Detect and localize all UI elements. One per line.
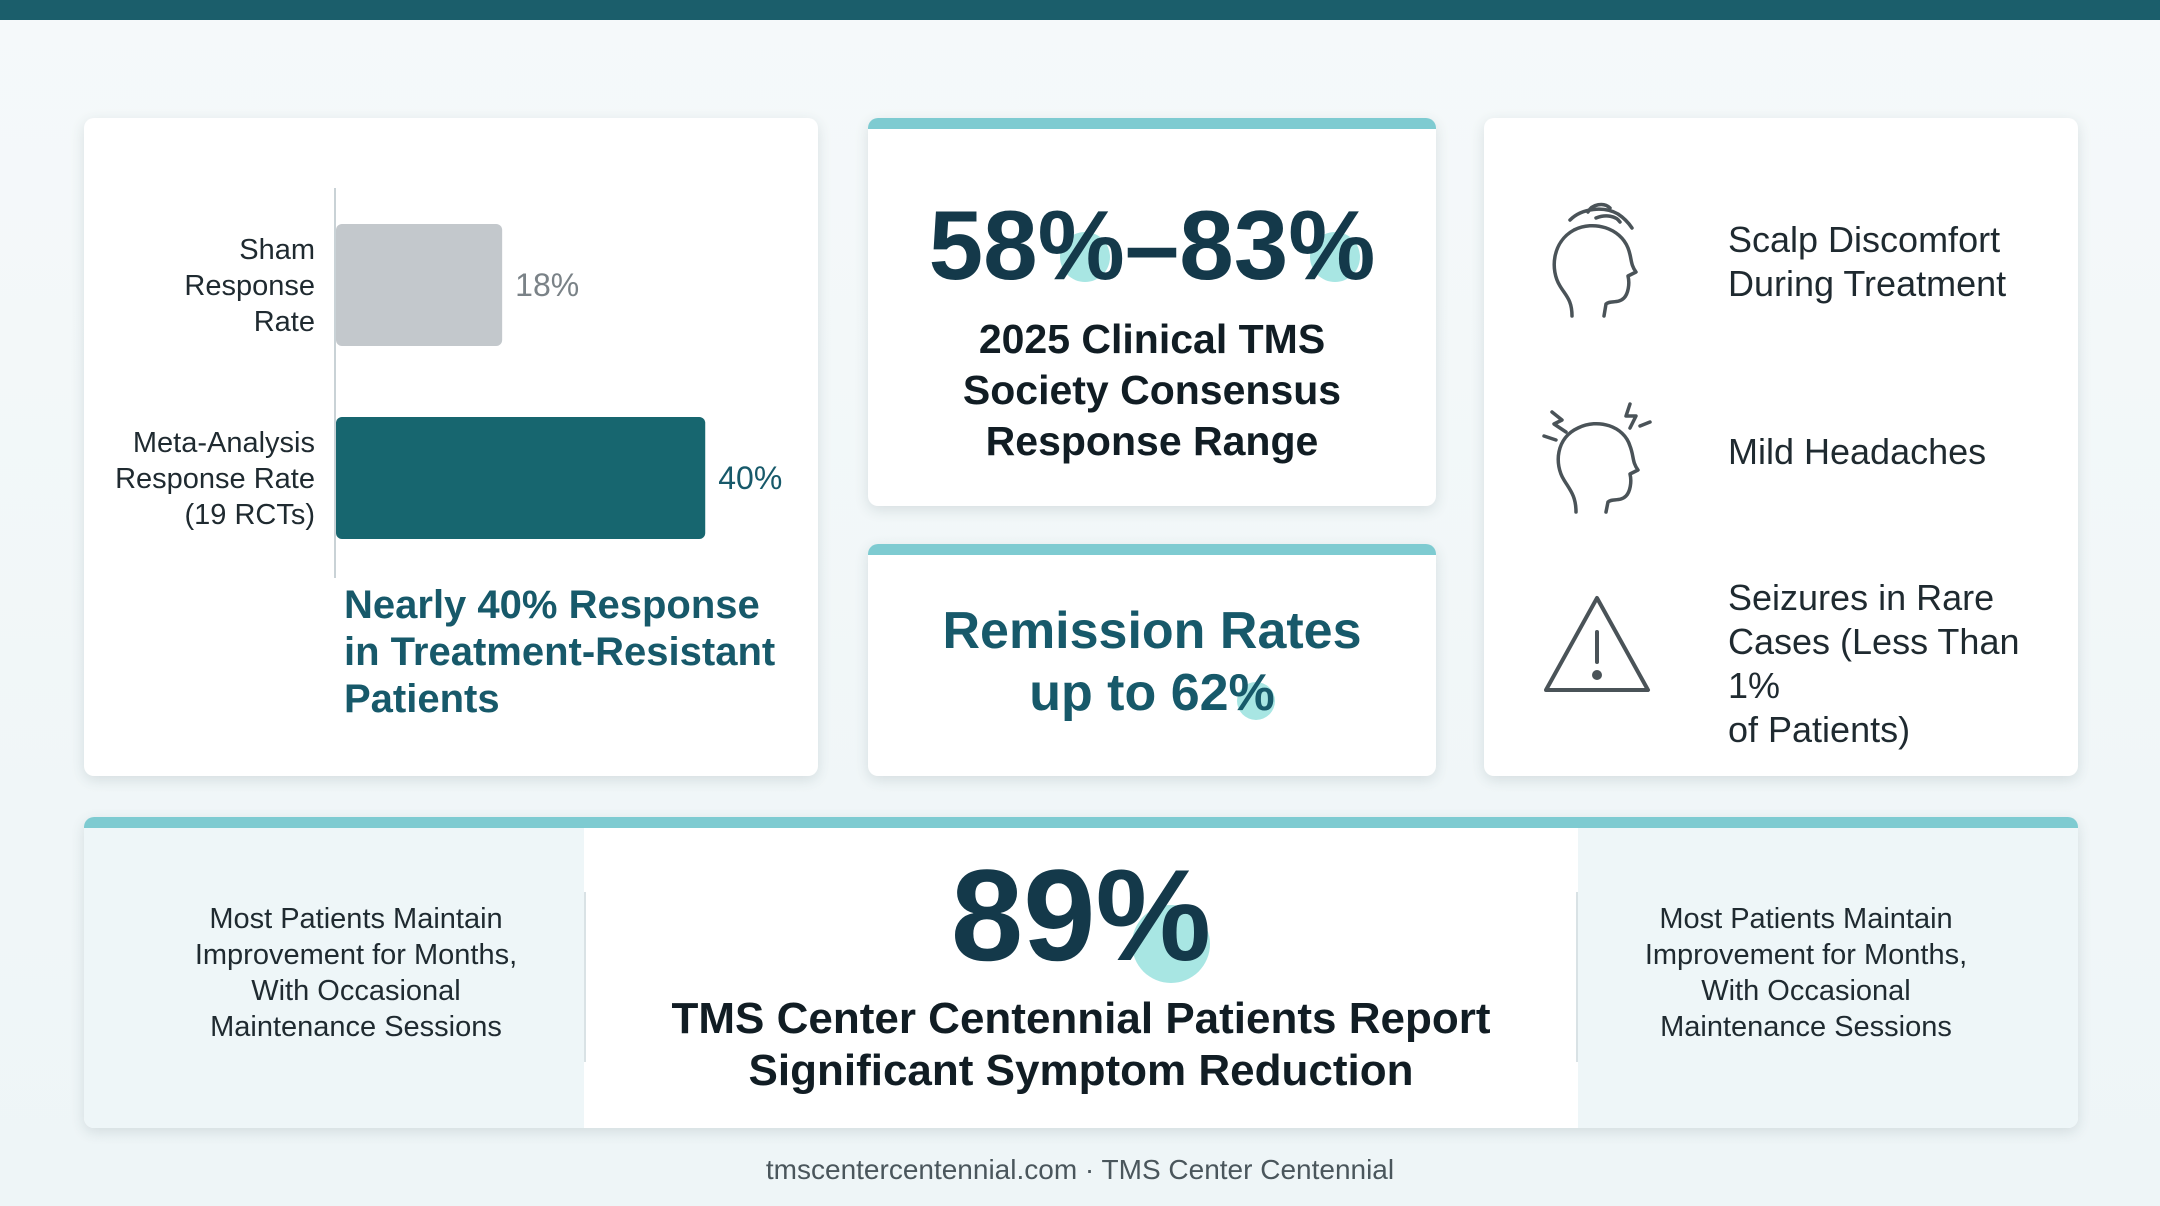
divider bbox=[1576, 892, 1578, 1062]
percent-highlight: % bbox=[1095, 842, 1212, 988]
right-panel bbox=[1578, 828, 2078, 1128]
range-low: 58 bbox=[928, 190, 1038, 300]
response-range-card: 58 %–83% 2025 Clinical TMS Society Consen… bbox=[868, 118, 1436, 506]
symptom-reduction-value: 89% bbox=[584, 845, 1578, 985]
warning-triangle-icon bbox=[1544, 596, 1650, 692]
side-effect-item: Seizures in Rare Cases (Less Than 1% of … bbox=[1532, 577, 2048, 750]
remission-card: Remission Rates up to 62% bbox=[868, 544, 1436, 776]
symptom-reduction-card: Most Patients Maintain Improvement for M… bbox=[84, 817, 2078, 1128]
response-rate-chart-card: 18% Sham Response Rate 40% Meta-Analysis Respo… bbox=[84, 118, 818, 776]
chart-headline: Nearly 40% Response in Treatment-Resista… bbox=[344, 583, 776, 721]
side-effect-text: Scalp Discomfort During Treatment bbox=[1728, 219, 2007, 304]
chart-category-label: Meta-Analysis Response Rate (19 RCTs) bbox=[115, 427, 315, 531]
chart-bar bbox=[336, 417, 706, 539]
reduction-number: 89 bbox=[950, 842, 1096, 988]
side-effect-item: Mild Headaches bbox=[1532, 390, 2048, 520]
left-panel bbox=[84, 828, 584, 1128]
head-touch-icon bbox=[1552, 202, 1638, 318]
range-high: 83 bbox=[1179, 190, 1289, 300]
response-range-caption: 2025 Clinical TMS Society Consensus Resp… bbox=[962, 316, 1342, 464]
divider bbox=[584, 892, 586, 1062]
side-effects-card: Scalp Discomfort During Treatment Mild H… bbox=[1484, 118, 2078, 776]
head-headache-icon bbox=[1542, 402, 1652, 514]
chart-value-label: 18% bbox=[515, 267, 579, 303]
footer-source: tmscentercentennial.com · TMS Center Cen… bbox=[765, 1154, 1395, 1185]
percent-highlight: % bbox=[1288, 190, 1376, 300]
chart-category-label: Sham Response Rate bbox=[184, 234, 315, 338]
side-effect-item: Scalp Discomfort During Treatment bbox=[1532, 200, 2048, 330]
response-rate-chart: 18% Sham Response Rate 40% Meta-Analysis Respo… bbox=[115, 188, 782, 578]
chart-value-label: 40% bbox=[718, 460, 782, 496]
remission-line-2: up to 62% bbox=[868, 662, 1436, 724]
side-effect-text: Mild Headaches bbox=[1728, 431, 1987, 472]
top-accent-bar bbox=[0, 0, 2160, 20]
percent-highlight: % bbox=[1037, 190, 1125, 300]
symptom-reduction-caption: TMS Center Centennial Patients Report Si… bbox=[671, 994, 1491, 1095]
right-maintenance-note: Most Patients Maintain Improvement for M… bbox=[1644, 902, 1968, 1043]
percent-highlight: % bbox=[1228, 664, 1275, 722]
range-dash: – bbox=[1124, 190, 1180, 300]
chart-bar bbox=[336, 224, 503, 346]
remission-value: up to 62 bbox=[1029, 664, 1229, 722]
remission-line-1: Remission Rates bbox=[942, 602, 1362, 660]
side-effect-text: Seizures in Rare Cases (Less Than 1% of … bbox=[1728, 577, 2020, 750]
response-range-value: 58 %–83% bbox=[868, 190, 1436, 300]
left-maintenance-note: Most Patients Maintain Improvement for M… bbox=[194, 902, 518, 1043]
